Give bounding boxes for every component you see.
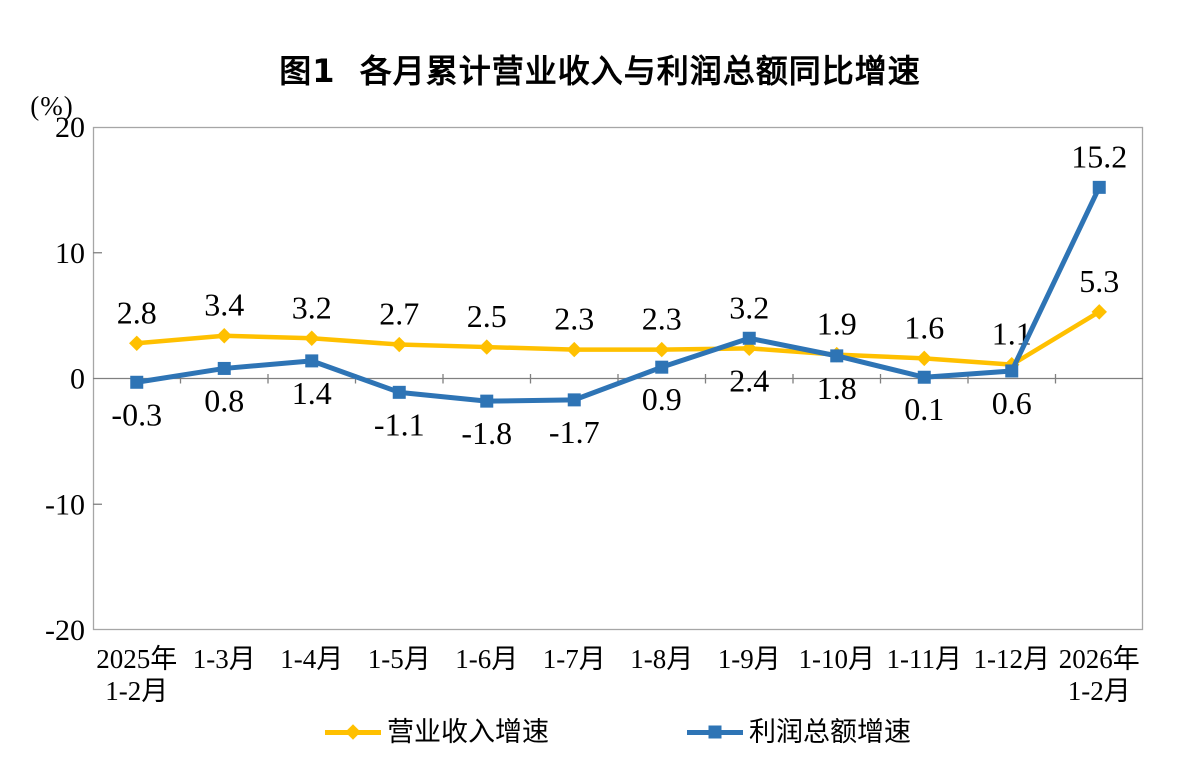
data-point-marker	[391, 336, 407, 353]
data-point-marker	[1005, 364, 1019, 378]
x-category-label: 1-9月	[718, 644, 781, 674]
x-category-label: 1-6月	[455, 644, 518, 674]
profit-line-marker-icon	[687, 725, 743, 739]
chart-title: 图1 各月累计营业收入与利润总额同比增速	[279, 52, 921, 90]
data-label: 5.3	[1079, 263, 1119, 299]
data-label: 3.2	[292, 289, 332, 325]
series-line-revenue	[134, 309, 1102, 367]
data-point-marker	[567, 393, 581, 407]
data-label: 1.8	[817, 370, 857, 406]
data-point-marker	[742, 331, 756, 345]
data-label: 0.1	[904, 391, 944, 427]
data-point-marker	[654, 341, 670, 358]
data-point-marker	[392, 385, 406, 399]
data-label: 1.4	[292, 375, 332, 411]
data-label: 1.9	[817, 306, 857, 342]
data-label: 2.4	[729, 362, 769, 398]
x-category-label: 1-10月	[799, 644, 876, 674]
data-label: -1.8	[461, 415, 512, 451]
y-tick-label: -10	[45, 488, 85, 521]
data-point-marker	[480, 394, 494, 408]
x-category-label: 1-12月	[974, 644, 1051, 674]
data-label: 2.7	[379, 296, 419, 332]
x-category-label: 1-2月	[105, 676, 168, 706]
data-label: 3.4	[204, 287, 244, 323]
data-label: -1.7	[549, 414, 600, 450]
data-label: 15.2	[1071, 138, 1127, 174]
data-point-marker	[566, 341, 582, 358]
series-line-profit	[134, 184, 1102, 404]
data-point-marker	[830, 349, 844, 363]
data-point-marker	[304, 330, 320, 346]
data-point-marker	[916, 350, 932, 367]
data-point-marker	[130, 375, 144, 389]
y-tick-label: 20	[55, 111, 85, 144]
data-label: 0.8	[204, 382, 244, 418]
x-category-label: 1-3月	[193, 644, 256, 674]
x-category-label: 1-2月	[1068, 676, 1131, 706]
y-tick-label: 0	[70, 363, 85, 396]
x-category-label: 2026年	[1059, 644, 1140, 674]
data-point-marker	[917, 370, 931, 384]
data-label: 1.6	[904, 309, 944, 345]
data-label: 0.9	[642, 381, 682, 417]
data-point-marker	[129, 335, 145, 352]
legend-item-revenue: 营业收入增速	[325, 716, 549, 747]
data-label: 2.3	[642, 301, 682, 337]
data-label: -0.3	[111, 396, 162, 432]
legend-item-profit: 利润总额增速	[687, 716, 911, 747]
data-label: 3.2	[729, 289, 769, 325]
x-category-label: 1-11月	[887, 644, 963, 674]
data-label: -1.1	[374, 406, 425, 442]
data-point-marker	[1092, 180, 1106, 194]
data-point-marker	[216, 328, 232, 344]
data-label: 2.3	[554, 301, 594, 337]
data-point-marker	[305, 354, 319, 368]
legend-label-revenue: 营业收入增速	[387, 716, 549, 747]
data-point-marker	[479, 339, 495, 355]
y-tick-label: 10	[55, 237, 85, 270]
y-axis-unit-label: (%)	[30, 91, 73, 121]
x-category-label: 2025年	[96, 644, 177, 674]
y-tick-label: -20	[45, 614, 85, 647]
chart-legend: 营业收入增速 利润总额增速	[0, 712, 1200, 752]
data-label: 2.8	[117, 294, 157, 330]
x-category-label: 1-7月	[543, 644, 606, 674]
x-category-label: 1-8月	[630, 644, 693, 674]
x-category-label: 1-4月	[280, 644, 343, 674]
data-label: 0.6	[992, 385, 1032, 421]
data-point-marker	[217, 361, 231, 375]
data-label: 2.5	[467, 298, 507, 334]
revenue-line-marker-icon	[325, 724, 381, 740]
data-point-marker	[655, 360, 669, 374]
x-category-label: 1-5月	[368, 644, 431, 674]
legend-label-profit: 利润总额增速	[749, 716, 911, 747]
